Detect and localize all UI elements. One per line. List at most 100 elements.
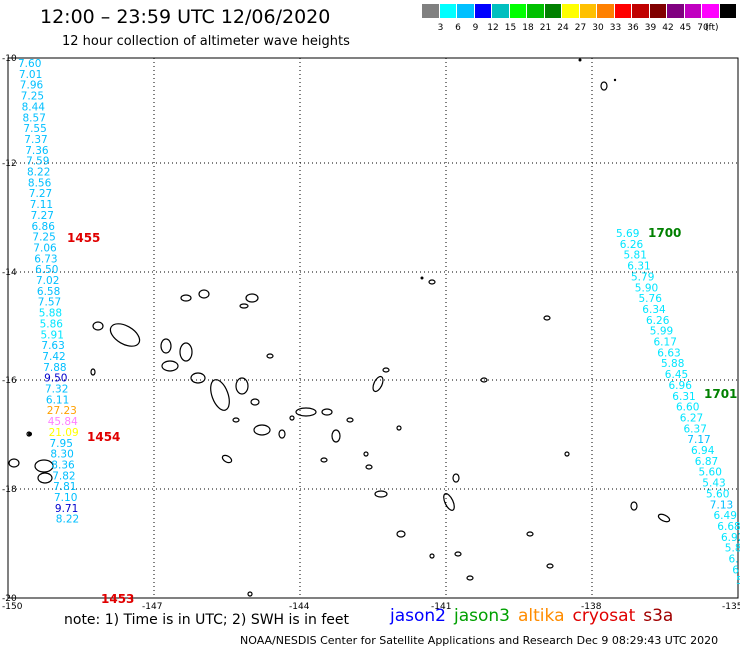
legend-label: 9 <box>472 23 479 33</box>
wave-height-value: 6.87 <box>695 456 718 468</box>
wave-height-value: 7.42 <box>42 351 65 363</box>
legend-swatch <box>684 4 702 18</box>
legend-swatch <box>649 4 667 18</box>
lon-label: -138 <box>581 602 602 612</box>
wave-height-value: 8.36 <box>51 459 75 471</box>
wave-height-value: 6.37 <box>684 423 707 435</box>
wave-height-value: 5.88 <box>39 308 62 320</box>
legend-swatch <box>439 4 457 18</box>
legend-label: 30 <box>592 23 604 33</box>
wave-height-value: 5.60 <box>699 467 722 479</box>
legend-swatch <box>719 4 737 18</box>
legend-swatch <box>597 4 615 18</box>
wave-height-value: 7.81 <box>53 481 76 493</box>
wave-height-value: 5.43 <box>702 478 725 490</box>
wave-height-value: 7.02 <box>36 275 59 287</box>
lat-label: -10 <box>2 54 17 64</box>
time-marker: 1453 <box>101 592 134 606</box>
wave-height-value: 6.94 <box>691 445 715 457</box>
legend-swatches <box>422 4 737 18</box>
axis-labels: -10 -12 -14 -16 -18 -20 -150 -147 -144 -… <box>2 54 740 612</box>
legend-label: 33 <box>609 23 622 33</box>
wave-height-value: 6.96 <box>669 380 693 392</box>
lon-label: -144 <box>289 602 310 612</box>
wave-height-value: 7.13 <box>710 499 733 511</box>
wave-height-value: 8.44 <box>22 101 46 113</box>
wave-height-value: 6.26 <box>620 239 644 251</box>
lat-label: -12 <box>2 159 17 169</box>
wave-height-value: 5.69 <box>616 228 639 240</box>
wave-height-value: 6.60 <box>676 402 699 414</box>
legend-label: 12 <box>487 23 499 33</box>
legend-swatch <box>667 4 685 18</box>
time-marker: 1455 <box>67 231 100 245</box>
map-grid <box>8 58 738 598</box>
legend-swatch <box>509 4 527 18</box>
legend-label: 21 <box>539 23 552 33</box>
wave-height-value: 7.10 <box>54 492 77 504</box>
time-markers: 1455 1454 1453 1700 1701 <box>67 226 737 606</box>
wave-height-value: 27.23 <box>47 405 77 417</box>
wave-height-value: 21.09 <box>49 427 79 439</box>
wave-height-value: 5.90 <box>635 282 658 294</box>
wave-height-value: 7.01 <box>19 69 42 81</box>
wave-height-value: 7.17 <box>687 434 710 446</box>
wave-height-value: 6.11 <box>46 394 69 406</box>
wave-height-value: 7.55 <box>23 123 46 135</box>
wave-height-value: 5.79 <box>631 271 654 283</box>
wave-height-value: 6.73 <box>34 253 57 265</box>
legend-swatch <box>457 4 475 18</box>
legend-swatch <box>579 4 597 18</box>
wave-height-value: 7.11 <box>30 199 53 211</box>
wave-height-value: 5.99 <box>650 326 673 338</box>
legend-label: 70 <box>697 23 709 33</box>
legend-swatch <box>527 4 545 18</box>
page-title: 12:00 – 23:59 UTC 12/06/2020 <box>40 6 331 28</box>
wave-height-value: 9.50 <box>44 373 67 385</box>
wave-height-value: 7.32 <box>45 384 68 396</box>
wave-height-value: 6.68 <box>717 521 740 533</box>
legend-label: 27 <box>574 23 587 33</box>
small-island-dots <box>28 58 617 436</box>
time-marker: 1701 <box>704 387 737 401</box>
wave-height-value: 7.36 <box>25 145 49 157</box>
wave-height-value: 8.56 <box>28 177 52 189</box>
wave-height-value: 6.49 <box>714 510 737 522</box>
legend-swatch <box>632 4 650 18</box>
satellite-name: jason2 <box>390 606 446 626</box>
lon-label: -150 <box>2 602 23 612</box>
lat-label: -16 <box>2 376 17 386</box>
wave-height-value: 7.57 <box>38 297 61 309</box>
wave-height-value: 7.96 <box>20 80 44 92</box>
wave-height-value: 6.34 <box>642 304 666 316</box>
legend-swatch <box>544 4 562 18</box>
legend-labels: 3 6 9 12 15 18 21 24 27 30 33 36 39 42 45 70 <box>422 23 732 35</box>
wave-height-value: 8.22 <box>56 514 79 526</box>
wave-height-value: 7.25 <box>21 91 44 103</box>
satellite-name: jason3 <box>454 606 510 626</box>
wave-height-value: 5.76 <box>639 293 663 305</box>
wave-height-value: 8.22 <box>27 167 50 179</box>
lon-label: -141 <box>431 602 451 612</box>
legend-unit: (ft) <box>705 23 719 33</box>
legend-swatch <box>614 4 632 18</box>
wave-height-value: 7.06 <box>33 242 57 254</box>
wave-height-value: 5.8 <box>725 543 740 555</box>
legend-label: 42 <box>662 23 674 33</box>
wave-height-value: 6.31 <box>627 261 650 273</box>
wave-height-value: 6.63 <box>657 347 680 359</box>
satellite-name: altika <box>518 606 565 626</box>
wave-height-value: 5.86 <box>40 318 64 330</box>
lon-label: -135 <box>722 602 740 612</box>
wave-height-value: 8.30 <box>50 449 73 461</box>
wave-height-value: 7.27 <box>29 188 52 200</box>
wave-height-value: 7.82 <box>52 470 75 482</box>
satellite-name: s3a <box>643 606 674 626</box>
legend-swatch <box>562 4 580 18</box>
legend-label: 18 <box>522 23 534 33</box>
lon-label: -147 <box>142 602 162 612</box>
wave-height-value: 7.95 <box>50 438 73 450</box>
wave-height-value: 6.26 <box>646 315 670 327</box>
wave-height-value: 7.60 <box>18 58 41 70</box>
